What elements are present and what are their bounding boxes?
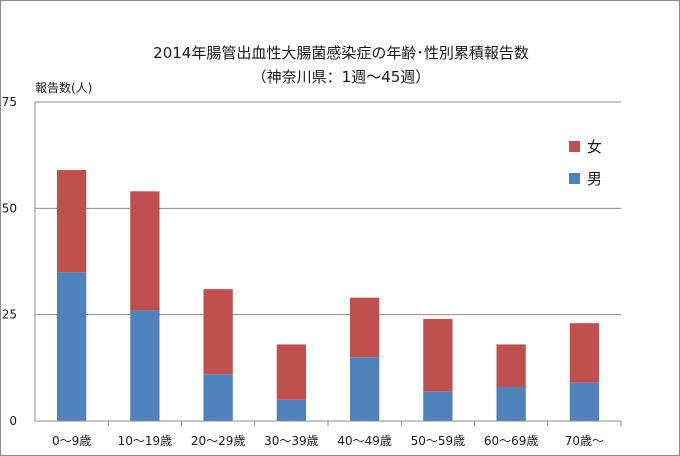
bar-female-2 — [203, 289, 233, 375]
bar-male-6 — [496, 386, 526, 421]
bar-male-7 — [569, 382, 600, 421]
x-tick-label: 70歳～ — [565, 434, 604, 448]
bar-female-5 — [423, 318, 453, 392]
x-tick-label: 40～49歳 — [337, 434, 392, 448]
bar-male-2 — [203, 374, 233, 421]
chart-title: 2014年腸管出血性大腸菌感染症の年齢･性別累積報告数 — [153, 44, 529, 62]
bar-male-0 — [56, 272, 87, 421]
y-tick-label: 50 — [2, 201, 17, 215]
bar-female-1 — [130, 191, 160, 311]
chart-subtitle: （神奈川県：1週～45週） — [252, 68, 431, 86]
legend: 女男 — [569, 138, 602, 188]
x-tick-label: 60～69歳 — [484, 434, 539, 448]
bar-male-4 — [349, 357, 380, 421]
bar-female-0 — [56, 170, 87, 273]
bars-layer — [56, 170, 600, 421]
bar-male-1 — [130, 310, 160, 421]
x-tick-label: 20～29歳 — [191, 434, 246, 448]
bar-female-3 — [276, 344, 307, 400]
legend-label-female: 女 — [587, 138, 602, 156]
bar-female-7 — [569, 323, 600, 383]
y-tick-label: 75 — [2, 95, 17, 109]
x-tick-label: 30～39歳 — [264, 434, 319, 448]
grid-layer — [35, 101, 621, 316]
legend-label-male: 男 — [587, 170, 602, 188]
y-tick-label: 25 — [2, 308, 17, 322]
y-tick-label: 0 — [9, 414, 17, 428]
bar-male-5 — [423, 391, 453, 421]
x-tick-label: 50～59歳 — [411, 434, 466, 448]
axis-layer: 0 25 50 75 0～9歳 10～19歳 20～29歳 30～39歳 40～49歳 50～59… — [2, 95, 622, 448]
bar-female-6 — [496, 344, 526, 387]
bar-male-3 — [276, 399, 307, 421]
y-axis-label: 報告数(人) — [35, 80, 92, 95]
x-tick-label: 10～19歳 — [118, 434, 173, 448]
legend-swatch-male — [569, 173, 580, 184]
bar-female-4 — [349, 297, 380, 358]
x-tick-label: 0～9歳 — [52, 434, 91, 448]
legend-swatch-female — [569, 141, 580, 152]
